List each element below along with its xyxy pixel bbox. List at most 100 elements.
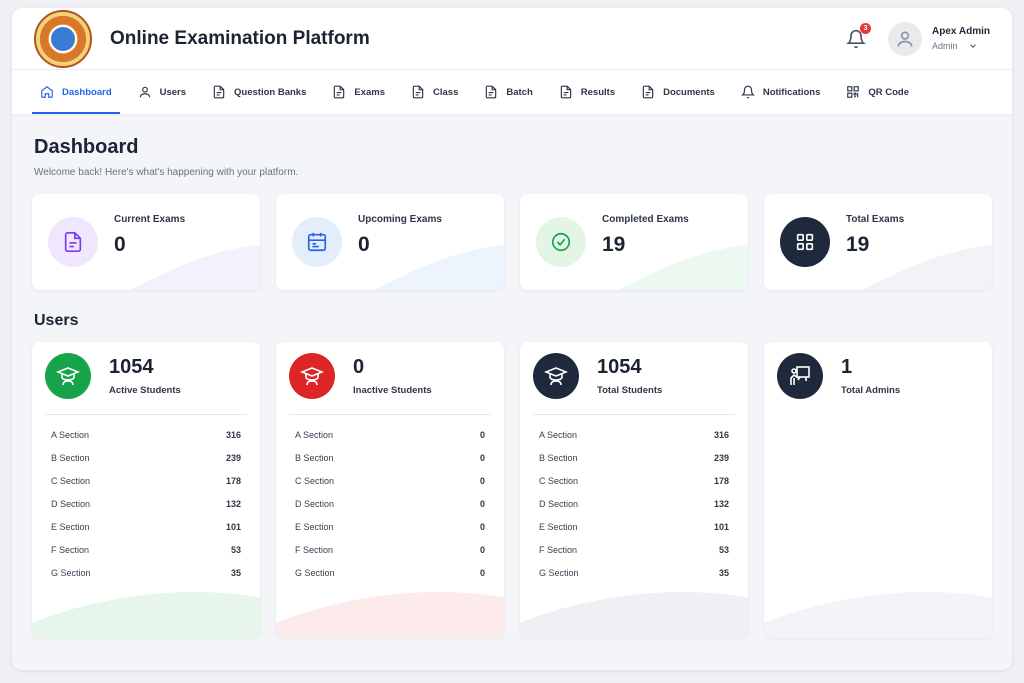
- section-row: F Section 0: [295, 544, 485, 555]
- section-row: G Section 0: [295, 567, 485, 578]
- section-row: F Section 53: [539, 544, 729, 555]
- nav-users[interactable]: Users: [130, 70, 194, 114]
- user-count: 1054: [597, 356, 642, 378]
- home-icon: [41, 86, 53, 98]
- nav-dashboard[interactable]: Dashboard: [32, 70, 120, 114]
- nav-label: QR Code: [868, 86, 910, 98]
- user-card-active-students[interactable]: 1054 Active Students A Section 316 B Sect…: [32, 342, 260, 638]
- section-row: E Section 101: [539, 521, 729, 532]
- nav-label: Documents: [663, 86, 715, 98]
- user-card-inactive-students[interactable]: 0 Inactive Students A Section 0 B Section…: [276, 342, 504, 638]
- app-window: Online Examination Platform 3 Apex Admin…: [12, 8, 1012, 670]
- stat-value: 19: [602, 232, 626, 256]
- nav-label: Notifications: [762, 86, 821, 98]
- user-count: 1: [841, 356, 853, 378]
- user-card-total-students[interactable]: 1054 Total Students A Section 316 B Secti…: [520, 342, 748, 638]
- section-row: C Section 0: [295, 475, 485, 486]
- graduate-icon: [533, 353, 579, 399]
- nav-batch[interactable]: Batch: [476, 70, 540, 114]
- grid-icon: [780, 217, 830, 267]
- stat-label: Total Exams: [846, 213, 905, 225]
- stat-card-completed-exams[interactable]: Completed Exams 19: [520, 194, 748, 290]
- section-row: C Section 178: [539, 475, 729, 486]
- stat-card-current-exams[interactable]: Current Exams 0: [32, 194, 260, 290]
- nav-question-banks[interactable]: Question Banks: [204, 70, 314, 114]
- section-row: D Section 132: [539, 498, 729, 509]
- coaching-logo[interactable]: [34, 9, 92, 68]
- user-card-label: Inactive Students: [353, 385, 432, 396]
- user-card-label: Active Students: [109, 385, 181, 396]
- qr-code-icon: [847, 86, 860, 98]
- section-row: A Section 0: [295, 429, 485, 440]
- section-row: A Section 316: [51, 429, 241, 440]
- document-icon: [486, 85, 497, 99]
- users-cards: 1054 Active Students A Section 316 B Sect…: [32, 342, 992, 638]
- stat-value: 0: [358, 232, 370, 256]
- top-header: Online Examination Platform 3 Apex Admin…: [12, 8, 1012, 70]
- nav-label: Class: [433, 86, 459, 98]
- calendar-icon: [292, 217, 342, 267]
- stat-card-upcoming-exams[interactable]: Upcoming Exams 0: [276, 194, 504, 290]
- page-title: Dashboard: [34, 136, 139, 158]
- users-section-title: Users: [34, 312, 79, 329]
- stat-label: Current Exams: [114, 213, 186, 225]
- exam-stats: Current Exams 0 Upcoming Exams 0: [32, 194, 992, 290]
- teacher-board-icon: [777, 353, 823, 399]
- section-row: D Section 132: [51, 498, 241, 509]
- stat-label: Completed Exams: [602, 213, 689, 225]
- section-row: C Section 178: [51, 475, 241, 486]
- notification-count-badge: 3: [860, 22, 872, 34]
- stat-card-total-exams[interactable]: Total Exams 19: [764, 194, 992, 290]
- user-avatar[interactable]: [888, 21, 923, 56]
- chevron-down-icon: [969, 43, 976, 48]
- document-icon: [560, 85, 572, 99]
- section-row: E Section 0: [295, 521, 485, 532]
- document-icon: [213, 85, 225, 99]
- graduate-icon: [289, 353, 335, 399]
- main-content: Dashboard Welcome back! Here's what's ha…: [12, 114, 1012, 638]
- section-row: B Section 239: [539, 452, 729, 463]
- nav-qr-code[interactable]: QR Code: [838, 70, 917, 114]
- nav-exams[interactable]: Exams: [324, 70, 393, 114]
- stat-value: 0: [114, 232, 126, 256]
- nav-results[interactable]: Results: [551, 70, 623, 114]
- nav-documents[interactable]: Documents: [633, 70, 723, 114]
- section-row: F Section 53: [51, 544, 241, 555]
- section-row: B Section 0: [295, 452, 485, 463]
- nav-notifications[interactable]: Notifications: [733, 70, 829, 114]
- check-circle-icon: [536, 217, 586, 267]
- section-row: A Section 316: [539, 429, 729, 440]
- section-row: B Section 239: [51, 452, 241, 463]
- section-row: G Section 35: [539, 567, 729, 578]
- page-subtitle: Welcome back! Here's what's happening wi…: [34, 167, 299, 178]
- section-row: G Section 35: [51, 567, 241, 578]
- user-card-label: Total Admins: [841, 385, 901, 396]
- main-nav: Dashboard Users Question Banks Exams Cla…: [12, 70, 1012, 114]
- user-card-total-admins[interactable]: 1 Total Admins: [764, 342, 992, 638]
- graduate-icon: [45, 353, 91, 399]
- user-count: 1054: [109, 356, 154, 378]
- user-name: Apex Admin: [932, 25, 990, 37]
- document-icon: [48, 217, 98, 267]
- nav-label: Users: [159, 86, 187, 98]
- user-icon: [139, 86, 150, 98]
- document-icon: [412, 85, 424, 99]
- user-count: 0: [353, 356, 365, 378]
- nav-label: Exams: [354, 86, 386, 98]
- nav-label: Question Banks: [234, 86, 307, 98]
- section-row: E Section 101: [51, 521, 241, 532]
- notification-bell-icon[interactable]: 3: [845, 22, 872, 49]
- user-role: Admin: [932, 40, 958, 51]
- nav-label: Dashboard: [62, 86, 112, 98]
- user-card-label: Total Students: [597, 385, 663, 396]
- nav-label: Results: [580, 86, 616, 98]
- document-icon: [642, 85, 654, 99]
- app-title: Online Examination Platform: [110, 27, 370, 49]
- stat-label: Upcoming Exams: [358, 213, 442, 225]
- document-icon: [334, 85, 345, 99]
- nav-label: Batch: [506, 86, 533, 98]
- bell-icon: [740, 85, 755, 99]
- stat-value: 19: [846, 232, 870, 256]
- nav-class[interactable]: Class: [403, 70, 466, 114]
- user-menu[interactable]: Apex Admin Admin: [932, 25, 990, 53]
